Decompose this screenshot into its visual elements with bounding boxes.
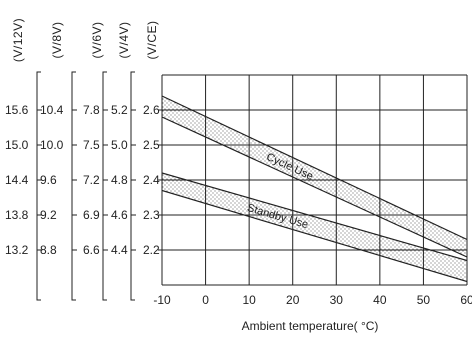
x-tick-label: 10 <box>242 293 256 307</box>
y-axis-header: (V/6V) <box>90 21 104 58</box>
x-tick-label: 0 <box>202 293 209 307</box>
x-tick-label: 50 <box>417 293 431 307</box>
y-tick-label: 14.4 <box>5 173 29 187</box>
y-tick-label: 10.0 <box>40 138 64 152</box>
grid-layer <box>161 74 468 286</box>
y-tick-label: 10.4 <box>40 103 64 117</box>
cycle-use-band <box>162 96 467 257</box>
cycle-use-lower-edge <box>162 116 467 258</box>
x-tick-label: 30 <box>330 293 344 307</box>
y-tick-label: 6.9 <box>83 208 100 222</box>
y-tick-label: 7.2 <box>83 173 100 187</box>
bands-layer <box>162 95 467 283</box>
x-axis-label: Ambient temperature( °C) <box>242 319 379 333</box>
y-tick-label: 13.2 <box>5 243 29 257</box>
y-tick-label: 9.2 <box>40 208 57 222</box>
y-tick-label: 5.0 <box>111 138 128 152</box>
y-axis-bracket <box>36 71 41 301</box>
y-axis-bracket <box>102 71 107 301</box>
standby-use-lower-edge <box>162 189 467 283</box>
x-tick-label: 40 <box>373 293 387 307</box>
x-tick-label: 20 <box>286 293 300 307</box>
standby-use-band <box>162 173 467 282</box>
y-tick-label: 5.2 <box>111 103 128 117</box>
y-tick-label: 8.8 <box>40 243 57 257</box>
y-tick-label: 4.4 <box>111 243 128 257</box>
y-tick-label: 2.5 <box>143 138 160 152</box>
y-axis-header: (V/8V) <box>50 21 64 58</box>
cycle-use-upper-edge <box>162 95 467 241</box>
y-tick-label: 15.6 <box>5 103 29 117</box>
x-tick-label: 60 <box>460 293 472 307</box>
y-tick-label: 13.8 <box>5 208 29 222</box>
x-tick-label: -10 <box>153 293 171 307</box>
y-tick-label: 4.8 <box>111 173 128 187</box>
y-axis-bracket <box>71 71 76 301</box>
y-tick-label: 2.3 <box>143 208 160 222</box>
y-tick-label: 4.6 <box>111 208 128 222</box>
y-tick-label: 2.6 <box>143 103 160 117</box>
y-tick-label: 6.6 <box>83 243 100 257</box>
y-axes-layer: (V/12V) 15.6 15.0 14.4 13.8 13.2 (V/8V) 10.4 10.… <box>5 18 162 301</box>
y-axis-header: (V/CE) <box>145 21 159 60</box>
standby-use-upper-edge <box>162 172 467 262</box>
y-tick-label: 2.2 <box>143 243 160 257</box>
y-tick-label: 2.4 <box>143 173 160 187</box>
y-axis-header: (V/12V) <box>11 18 25 62</box>
y-axis-bracket <box>130 71 135 301</box>
x-axis-layer: -10 0 10 20 30 40 50 60 Ambient temperature( °C) <box>153 293 472 333</box>
y-tick-label: 15.0 <box>5 138 29 152</box>
y-tick-label: 7.8 <box>83 103 100 117</box>
y-axis-header: (V/4V) <box>117 21 131 58</box>
y-tick-label: 9.6 <box>40 173 57 187</box>
y-tick-label: 7.5 <box>83 138 100 152</box>
